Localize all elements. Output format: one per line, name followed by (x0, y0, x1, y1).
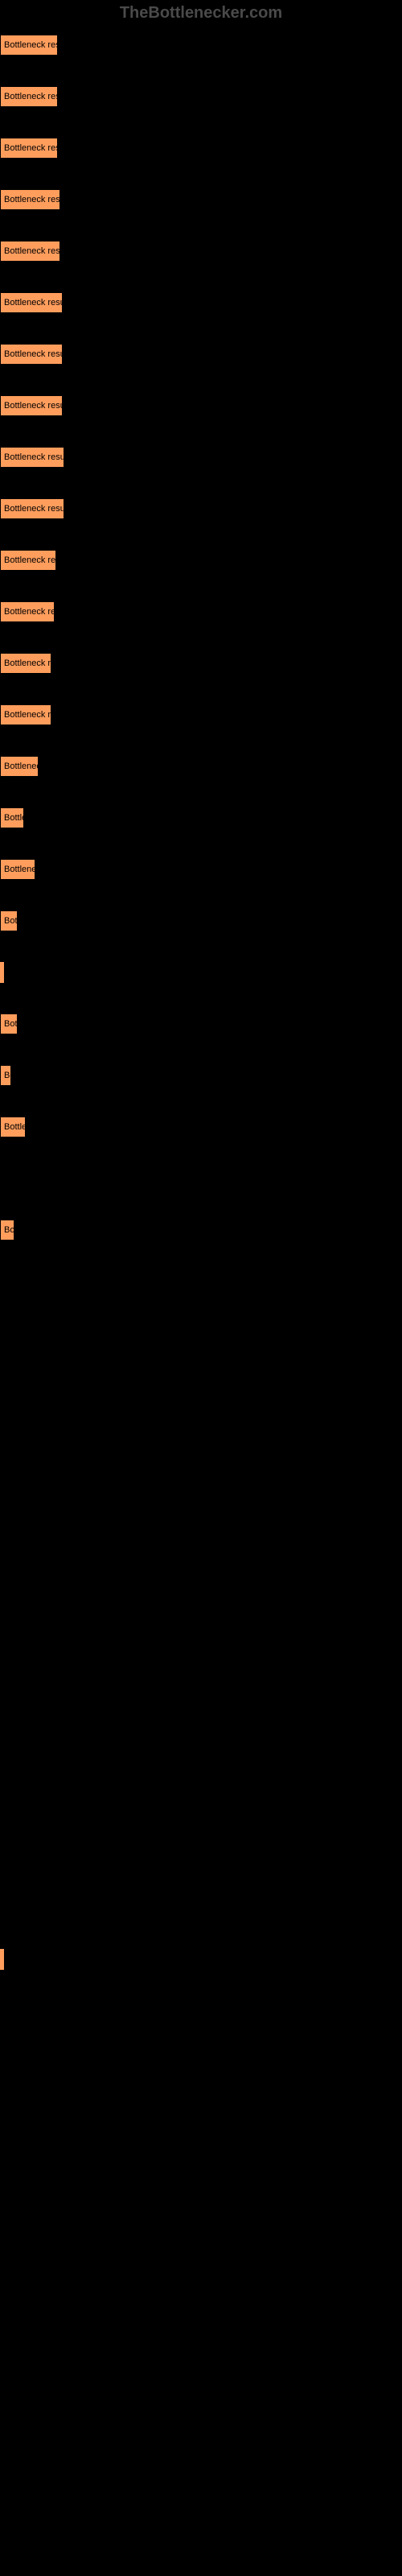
bar-row: Bottleneck (0, 756, 402, 777)
bar-row: Bottler (0, 1117, 402, 1137)
bar: Bottleneck (0, 756, 39, 777)
bar-label: Bottle (4, 813, 27, 823)
bar-row: Bottleneck result (0, 35, 402, 56)
bar: Bottleneck result (0, 498, 64, 519)
bar-row: Bottleneck resu (0, 601, 402, 622)
bar-row: Bottleneck result (0, 447, 402, 468)
bar-row: Bottleneck result (0, 344, 402, 365)
bar-row: Bottleneck result (0, 395, 402, 416)
bar-label: Bottleneck result (4, 246, 69, 256)
bar-row: Bott (0, 910, 402, 931)
bar-row (0, 1168, 402, 1189)
bar: Bottleneck result (0, 189, 60, 210)
bar: Bot (0, 1220, 14, 1241)
bar: Bottleneck result (0, 35, 58, 56)
bar-label: Bottleneck result (4, 40, 69, 50)
bar: Bo (0, 1065, 11, 1086)
bar: Bottle (0, 807, 24, 828)
bar-row: Bottleneck res (0, 653, 402, 674)
bar: Bott (0, 1013, 18, 1034)
bar-row: Bottle (0, 807, 402, 828)
bar: Bottleneck result (0, 344, 63, 365)
bar: Bottleneck result (0, 447, 64, 468)
bar: Bottleneck result (0, 395, 63, 416)
bar-label: Bott (4, 1019, 20, 1029)
bar: Bottleneck res (0, 653, 51, 674)
bar: Bottleneck res (0, 704, 51, 725)
bar-row: Bottleneck result (0, 86, 402, 107)
bar-row: Bottleneck result (0, 498, 402, 519)
bar (0, 962, 4, 983)
bar-label: Bottleneck resu (4, 607, 65, 617)
bar: Bottleneck result (0, 292, 63, 313)
bar: Bottleneck resu (0, 601, 55, 622)
bar-row: Bottleneck resul (0, 550, 402, 571)
bar: Bottleneck result (0, 241, 60, 262)
bar: Bottleneck result (0, 138, 58, 159)
bar-label: Bottleneck res (4, 658, 60, 668)
bar-label: Bottleneck result (4, 401, 69, 411)
bar-label: Bottleneck (4, 762, 45, 771)
bar-label: Bo (4, 1071, 14, 1080)
bar-label: Bottleneck result (4, 349, 69, 359)
bar-label: Bott (4, 916, 20, 926)
bar-row: Bottlenec (0, 859, 402, 880)
bar-row: Bo (0, 1065, 402, 1086)
bar-row: Bottleneck result (0, 241, 402, 262)
bar-label: Bottleneck result (4, 298, 69, 308)
bar-row (0, 962, 402, 983)
bar-row: Bott (0, 1013, 402, 1034)
bar-row: Bot (0, 1220, 402, 1241)
bar (0, 1949, 4, 1970)
bar-label: Bottler (4, 1122, 30, 1132)
bar: Bottleneck resul (0, 550, 56, 571)
bar-label: Bottleneck resul (4, 555, 67, 565)
bar-label: Bottleneck res (4, 710, 60, 720)
bar: Bottler (0, 1117, 26, 1137)
bar-label: Bot (4, 1225, 18, 1235)
bar-row (0, 1949, 402, 1970)
bar-label: Bottleneck result (4, 452, 69, 462)
bar: Bott (0, 910, 18, 931)
bar-row: Bottleneck result (0, 138, 402, 159)
watermark: TheBottlenecker.com (0, 4, 402, 23)
bar-row: Bottleneck result (0, 189, 402, 210)
bar-label: Bottleneck result (4, 92, 69, 101)
bar-row: Bottleneck result (0, 292, 402, 313)
bar-row: Bottleneck res (0, 704, 402, 725)
bar-label: Bottleneck result (4, 143, 69, 153)
bar: Bottleneck result (0, 86, 58, 107)
bar-label: Bottlenec (4, 865, 41, 874)
bar: Bottlenec (0, 859, 35, 880)
chart-container: Bottleneck resultBottleneck resultBottle… (0, 35, 402, 1970)
bar-label: Bottleneck result (4, 195, 69, 204)
bar-label: Bottleneck result (4, 504, 69, 514)
